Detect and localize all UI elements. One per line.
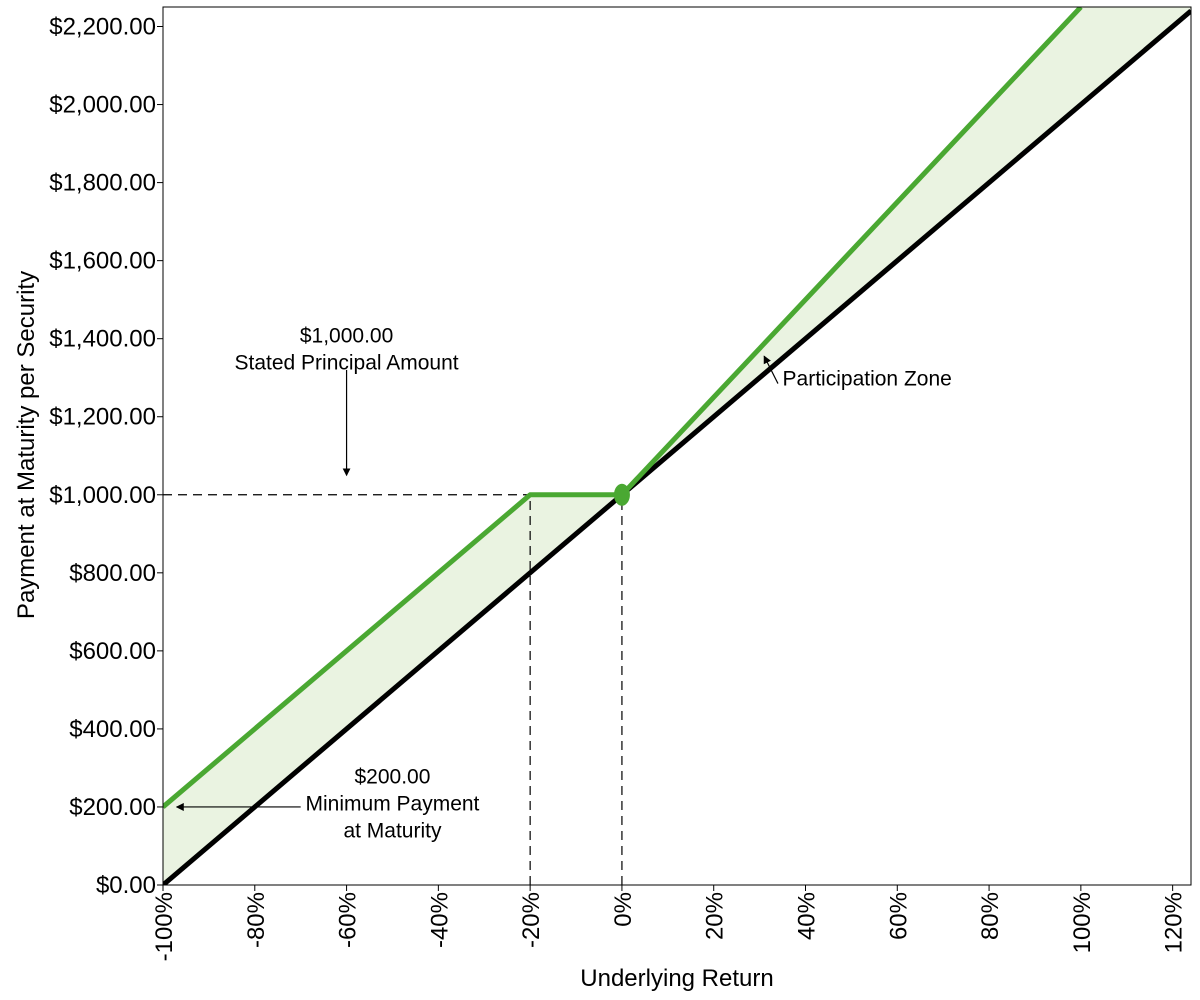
x-tick-label: -20% [518, 892, 545, 948]
stated-principal-annotation-line: $1,000.00 [300, 325, 393, 348]
minimum-payment-annotation-line: $200.00 [355, 766, 431, 789]
y-tick-label: $400.00 [69, 716, 156, 743]
y-tick-label: $800.00 [69, 560, 156, 587]
x-tick-label: 120% [1161, 892, 1188, 953]
x-tick-label: -100% [151, 892, 178, 961]
minimum-payment-annotation-text: $200.00 Minimum Payment at Maturity [306, 766, 480, 843]
stated-principal-annotation-line: Stated Principal Amount [235, 352, 459, 375]
y-axis-title: Payment at Maturity per Security [13, 271, 40, 619]
underlying-line [163, 8, 1191, 885]
x-tick-label: -60% [335, 892, 362, 948]
payment-line [163, 7, 1083, 809]
y-tick-label: $1,400.00 [49, 326, 156, 353]
x-tick-label: 100% [1069, 892, 1096, 953]
y-tick-label: $1,600.00 [49, 248, 156, 275]
x-tick-label: -40% [426, 892, 453, 948]
minimum-payment-annotation-line: Minimum Payment [306, 793, 480, 816]
participation-zone-annotation-arrow [763, 355, 779, 384]
x-tick-label: 0% [610, 892, 637, 927]
breakpoint-marker [613, 483, 630, 506]
y-tick-label: $0.00 [96, 872, 156, 899]
y-tick-label: $1,200.00 [49, 404, 156, 431]
plot-frame [162, 6, 1192, 886]
plot-area [163, 7, 1191, 885]
y-tick-label: $1,000.00 [49, 482, 156, 509]
y-tick-label: $200.00 [69, 794, 156, 821]
stated-principal-annotation-text: $1,000.00 Stated Principal Amount [235, 325, 459, 375]
x-tick-label: -80% [243, 892, 270, 948]
y-tick-label: $2,200.00 [49, 14, 156, 41]
x-tick-label: 60% [885, 892, 912, 940]
y-tick-label: $600.00 [69, 638, 156, 665]
y-tick-label: $2,000.00 [49, 92, 156, 119]
x-tick-label: 20% [702, 892, 729, 940]
participation-zone-annotation-text: Participation Zone [783, 368, 952, 391]
y-tick-label: $1,800.00 [49, 170, 156, 197]
x-tick-label: 40% [794, 892, 821, 940]
minimum-payment-annotation-line: at Maturity [343, 820, 442, 843]
participation-zone-annotation-line: Participation Zone [783, 368, 952, 391]
x-tick-label: 80% [977, 892, 1004, 940]
x-axis-title: Underlying Return [580, 965, 773, 992]
